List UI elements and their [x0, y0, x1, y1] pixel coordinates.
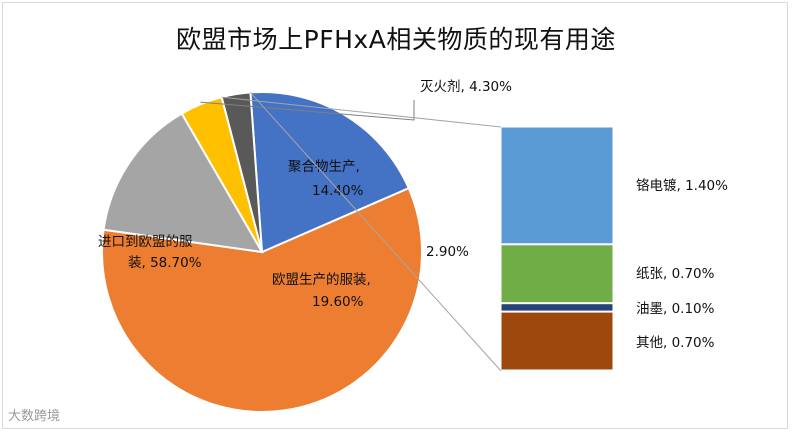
bar-segment [500, 311, 614, 371]
connector-line [221, 96, 502, 128]
bar-segment [500, 244, 614, 304]
pie-slice [101, 186, 423, 413]
pie-data-label: 2.90% [426, 244, 469, 260]
bar-segment [500, 126, 614, 245]
pie-data-label: 19.60% [312, 294, 364, 310]
pie-slice [249, 91, 411, 254]
bar-data-label: 其他, 0.70% [636, 335, 715, 351]
connector-line [250, 92, 502, 372]
leader-line [200, 100, 415, 121]
chart-title: 欧盟市场上PFHxA相关物质的现有用途 [176, 25, 616, 54]
pie-data-label: 聚合物生产, [288, 159, 360, 175]
bar-data-label: 铬电镀, 1.40% [636, 177, 728, 194]
watermark-text: 大数跨境 [8, 409, 61, 424]
pie-data-label: 装, 58.70% [128, 255, 202, 271]
pie-data-label: 欧盟生产的服装, [272, 272, 371, 288]
bar-segment [500, 303, 614, 312]
bar-data-label: 油墨, 0.10% [636, 301, 715, 317]
pie-data-label: 进口到欧盟的服 [98, 234, 193, 250]
pie-slice [102, 112, 264, 254]
pie-data-label: 灭火剂, 4.30% [420, 79, 512, 95]
pie-data-label: 14.40% [312, 183, 364, 199]
bar-data-label: 纸张, 0.70% [636, 266, 715, 282]
